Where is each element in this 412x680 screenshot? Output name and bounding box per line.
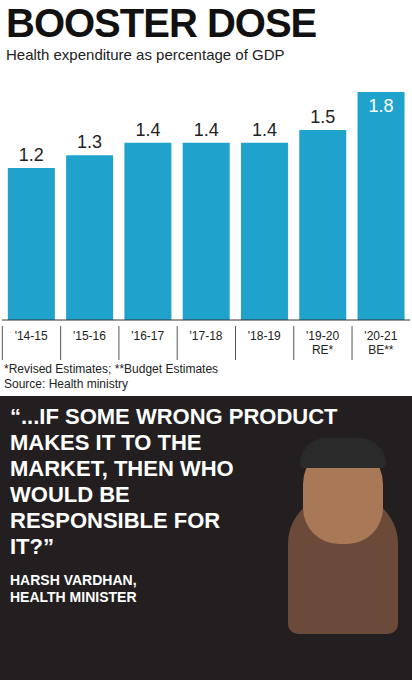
- html-text:HARSH VARDHAN,: HARSH VARDHAN,: [10, 572, 137, 588]
- svg-text:'15-16: '15-16: [73, 329, 106, 343]
- svg-text:'19-20RE*: '19-20RE*: [306, 329, 339, 357]
- svg-text:1.3: 1.3: [77, 132, 102, 152]
- svg-text:1.4: 1.4: [252, 120, 277, 140]
- svg-text:1.4: 1.4: [135, 120, 160, 140]
- svg-text:1.2: 1.2: [19, 145, 44, 165]
- svg-text:'14-15: '14-15: [15, 329, 48, 343]
- svg-text:'17-18: '17-18: [190, 329, 223, 343]
- svg-text:'20-21BE**: '20-21BE**: [364, 329, 397, 357]
- html-text:*Revised Estimates; **Budget E: *Revised Estimates; **Budget Estimates: [4, 362, 219, 376]
- html-text:Source: Health ministry: Source: Health ministry: [4, 377, 128, 391]
- html-text:“...IF SOME WRONG PRODUCT MAKE: “...IF SOME WRONG PRODUCT MAKES IT TO TH…: [10, 404, 338, 559]
- html-text:HEALTH MINISTER: HEALTH MINISTER: [10, 589, 137, 605]
- svg-text:1.4: 1.4: [194, 120, 219, 140]
- svg-text:1.5: 1.5: [310, 107, 335, 127]
- svg-text:'18-19: '18-19: [248, 329, 281, 343]
- html-text:BOOSTER DOSE: BOOSTER DOSE: [6, 1, 317, 45]
- svg-text:'16-17: '16-17: [131, 329, 164, 343]
- html-text:Health expenditure as percenta: Health expenditure as percentage of GDP: [6, 46, 285, 63]
- svg-text:1.8: 1.8: [369, 96, 394, 116]
